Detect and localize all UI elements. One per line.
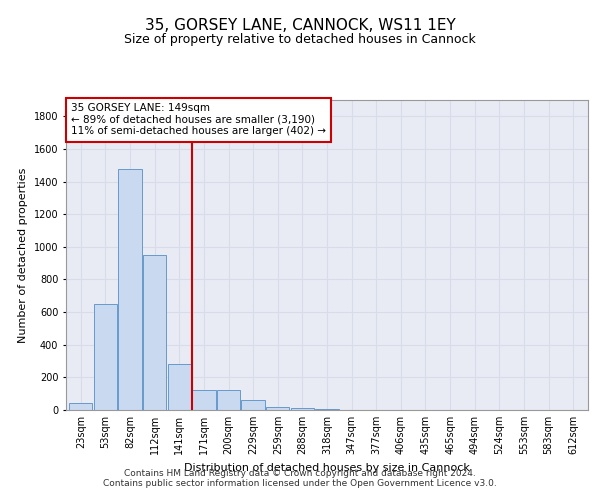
Text: Contains public sector information licensed under the Open Government Licence v3: Contains public sector information licen… <box>103 478 497 488</box>
Text: Size of property relative to detached houses in Cannock: Size of property relative to detached ho… <box>124 32 476 46</box>
Bar <box>167 364 191 410</box>
Text: 35, GORSEY LANE, CANNOCK, WS11 1EY: 35, GORSEY LANE, CANNOCK, WS11 1EY <box>145 18 455 32</box>
Bar <box>143 255 166 410</box>
Bar <box>94 304 117 410</box>
Bar <box>316 409 338 410</box>
Bar <box>217 390 240 410</box>
Bar <box>290 408 314 410</box>
Bar <box>192 390 215 410</box>
Text: 35 GORSEY LANE: 149sqm
← 89% of detached houses are smaller (3,190)
11% of semi-: 35 GORSEY LANE: 149sqm ← 89% of detached… <box>71 103 326 136</box>
Y-axis label: Number of detached properties: Number of detached properties <box>18 168 28 342</box>
Bar <box>118 168 142 410</box>
Bar <box>69 404 92 410</box>
Text: Contains HM Land Registry data © Crown copyright and database right 2024.: Contains HM Land Registry data © Crown c… <box>124 468 476 477</box>
Bar <box>241 400 265 410</box>
X-axis label: Distribution of detached houses by size in Cannock: Distribution of detached houses by size … <box>184 462 470 472</box>
Bar <box>266 406 289 410</box>
